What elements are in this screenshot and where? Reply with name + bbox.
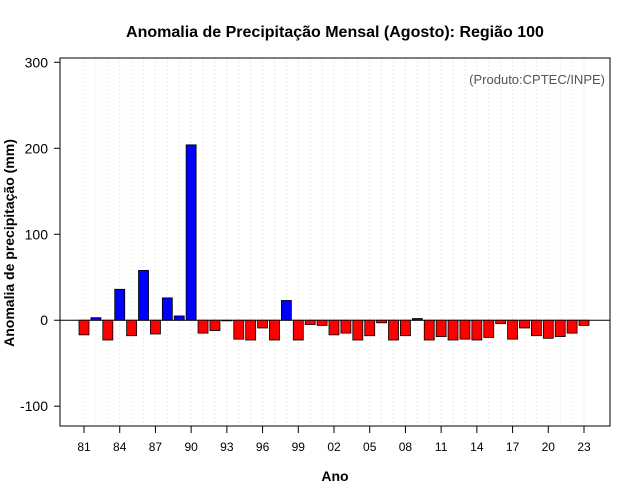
bar-1981 bbox=[78, 319, 90, 336]
y-axis: -100 0 100 200 300 bbox=[20, 54, 60, 414]
bar-2014 bbox=[471, 319, 483, 341]
x-tick-label: 87 bbox=[149, 440, 163, 454]
y-tick-label: 300 bbox=[25, 54, 49, 70]
bar-2008 bbox=[400, 319, 411, 337]
bar-1984 bbox=[114, 288, 126, 321]
x-tick-label: 90 bbox=[184, 440, 198, 454]
grid bbox=[83, 58, 585, 426]
bar-1985 bbox=[126, 319, 138, 337]
bar-2006 bbox=[376, 319, 388, 324]
bar-2023 bbox=[578, 319, 590, 326]
y-tick-label: 100 bbox=[25, 226, 49, 242]
y-tick-label: 200 bbox=[25, 140, 49, 156]
x-tick-label: 17 bbox=[506, 440, 520, 454]
bar-2000 bbox=[304, 319, 316, 325]
bar-1986 bbox=[138, 269, 149, 321]
bar-2004 bbox=[352, 319, 364, 341]
bar-1988 bbox=[161, 297, 173, 321]
bar-2015 bbox=[483, 319, 495, 338]
plot-frame bbox=[59, 57, 611, 427]
y-tick-label: 0 bbox=[40, 312, 48, 328]
bar-1990 bbox=[185, 144, 197, 321]
bar-2017 bbox=[507, 319, 518, 340]
bar-1999 bbox=[292, 319, 304, 341]
bar-1996 bbox=[257, 319, 268, 329]
y-axis-label: Anomalia de precipitação (mm) bbox=[1, 139, 17, 347]
bar-2020 bbox=[542, 319, 554, 339]
x-tick-label: 23 bbox=[577, 440, 591, 454]
x-tick-label: 96 bbox=[256, 440, 270, 454]
bar-2007 bbox=[388, 319, 399, 341]
x-tick-label: 05 bbox=[363, 440, 377, 454]
x-tick-label: 93 bbox=[220, 440, 234, 454]
x-tick-label: 14 bbox=[470, 440, 484, 454]
bar-2019 bbox=[530, 319, 542, 337]
x-tick-label: 81 bbox=[77, 440, 91, 454]
x-tick-label: 08 bbox=[399, 440, 413, 454]
bar-1994 bbox=[233, 319, 245, 340]
bars bbox=[78, 144, 590, 341]
bar-2013 bbox=[459, 319, 471, 340]
bar-2016 bbox=[495, 319, 507, 325]
x-tick-label: 20 bbox=[542, 440, 556, 454]
bar-2022 bbox=[566, 319, 578, 334]
credit-text: (Produto:CPTEC/INPE) bbox=[469, 72, 605, 87]
bar-2018 bbox=[519, 319, 530, 329]
bar-2003 bbox=[340, 319, 352, 334]
x-axis-label: Ano bbox=[321, 468, 348, 484]
bar-2012 bbox=[447, 319, 459, 341]
bar-1982 bbox=[90, 317, 102, 321]
bar-2009 bbox=[411, 318, 423, 321]
bar-1989 bbox=[173, 315, 185, 321]
x-tick-label: 11 bbox=[435, 440, 448, 454]
bar-2021 bbox=[554, 319, 566, 337]
bar-2005 bbox=[364, 319, 376, 337]
bar-1991 bbox=[197, 319, 209, 334]
x-tick-label: 84 bbox=[113, 440, 127, 454]
bar-1993 bbox=[221, 319, 233, 322]
bar-1995 bbox=[245, 319, 257, 341]
bar-2010 bbox=[423, 319, 435, 341]
y-tick-label: -100 bbox=[20, 398, 48, 414]
bar-2002 bbox=[328, 319, 340, 336]
x-axis: 81 84 87 90 93 96 99 02 05 08 11 14 17 20 23 bbox=[77, 426, 591, 454]
bar-1997 bbox=[269, 319, 280, 341]
bar-2011 bbox=[435, 319, 447, 337]
x-tick-label: 02 bbox=[327, 440, 341, 454]
bar-1983 bbox=[102, 319, 114, 341]
bar-1992 bbox=[209, 319, 221, 331]
x-tick-label: 99 bbox=[292, 440, 306, 454]
bar-1987 bbox=[150, 319, 161, 335]
chart-title: Anomalia de Precipitação Mensal (Agosto)… bbox=[126, 24, 544, 41]
bar-1998 bbox=[280, 300, 292, 321]
bar-2001 bbox=[316, 319, 328, 326]
